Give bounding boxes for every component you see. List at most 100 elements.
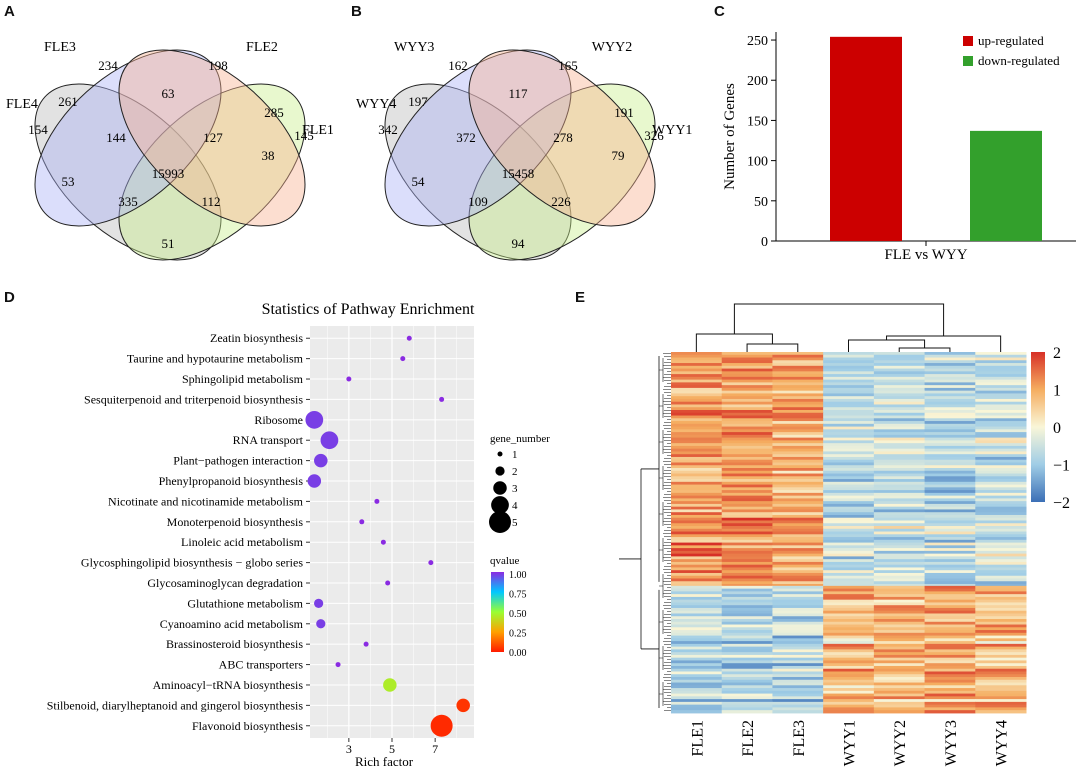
- heatmap-cell: [823, 643, 875, 648]
- venn-set-ellipse: [468, 49, 656, 227]
- venn-region-count: 54: [412, 174, 426, 189]
- heatmap-cell: [721, 641, 773, 645]
- heatmap-cell: [873, 528, 926, 533]
- heatmap-cell: [772, 668, 824, 672]
- heatmap-cell: [721, 479, 773, 483]
- heatmap-cell: [823, 660, 875, 664]
- heatmap-cell: [671, 607, 723, 612]
- bubble-point: [430, 714, 453, 737]
- heatmap-cell: [975, 393, 1027, 397]
- heatmap-cell: [873, 501, 926, 505]
- heatmap-cell: [721, 578, 773, 582]
- heatmap-cell: [772, 440, 824, 444]
- heatmap-cell: [721, 514, 773, 519]
- heatmap-cell: [823, 415, 875, 419]
- heatmap-cell: [671, 374, 723, 378]
- heatmap-cell: [975, 616, 1027, 620]
- heatmap-cell: [975, 602, 1027, 606]
- heatmap-cell: [975, 385, 1027, 389]
- heatmap-cell: [975, 537, 1027, 541]
- heatmap-cell: [873, 421, 926, 425]
- heatmap-cell: [924, 550, 976, 555]
- venn-set-ellipse: [118, 83, 306, 261]
- heatmap-cell: [772, 407, 824, 411]
- heatmap-cell: [671, 635, 723, 639]
- heatmap-cell: [823, 498, 875, 502]
- heatmap-cell: [721, 696, 773, 700]
- heatmap-cell: [721, 616, 773, 620]
- heatmap-cell: [924, 584, 976, 588]
- venn-region-count: 165: [558, 58, 578, 73]
- heatmap-cell: [721, 654, 773, 659]
- legend-swatch: [963, 56, 973, 66]
- heatmap-cell: [772, 588, 824, 592]
- heatmap-cell: [772, 570, 824, 574]
- heatmap-cell: [873, 610, 926, 614]
- heatmap-cell: [721, 690, 773, 695]
- heatmap-cell: [873, 668, 926, 672]
- heatmap-cell: [823, 630, 875, 634]
- heatmap-cell: [671, 559, 723, 563]
- heatmap-cell: [671, 484, 723, 488]
- heatmap-cell: [823, 699, 875, 703]
- bubble-point: [406, 335, 412, 341]
- heatmap-cell: [975, 621, 1027, 626]
- heatmap-cell: [924, 520, 976, 524]
- heatmap-cell: [975, 641, 1027, 645]
- heatmap-cell: [721, 390, 773, 394]
- heatmap-cell: [671, 514, 723, 519]
- heatmap-cell: [924, 578, 976, 582]
- heatmap-cell: [975, 674, 1027, 678]
- heatmap-cell: [671, 385, 723, 389]
- bubble-point: [385, 580, 391, 586]
- heatmap-cell: [772, 454, 824, 458]
- venn-region-count: 342: [378, 122, 398, 137]
- heatmap-cell: [873, 663, 926, 667]
- heatmap-cell: [924, 677, 976, 681]
- heatmap-cell: [924, 352, 976, 356]
- heatmap-cell: [772, 537, 824, 541]
- heatmap-cell: [924, 437, 976, 441]
- heatmap-cell: [873, 677, 926, 681]
- heatmap-cell: [721, 679, 773, 684]
- heatmap-cell: [721, 520, 773, 524]
- bubble-point: [400, 356, 406, 362]
- heatmap-cell: [873, 627, 926, 631]
- heatmap-cell: [924, 596, 976, 601]
- heatmap-cell: [873, 559, 926, 563]
- heatmap-cell: [873, 514, 926, 519]
- venn-set-label: WYY4: [356, 97, 396, 112]
- heatmap-cell: [772, 542, 824, 546]
- heatmap-cell: [823, 559, 875, 563]
- heatmap-cell: [671, 599, 723, 603]
- heatmap-cell: [975, 567, 1027, 571]
- y-tick-label: 200: [747, 74, 768, 89]
- heatmap-cell: [924, 668, 976, 672]
- heatmap-cell: [975, 588, 1027, 592]
- heatmap-cell: [772, 479, 824, 483]
- heatmap-cell: [975, 699, 1027, 703]
- heatmap-cell: [975, 357, 1027, 361]
- heatmap-cell: [823, 479, 875, 483]
- heatmap-cell: [975, 550, 1027, 555]
- heatmap-cell: [772, 526, 824, 530]
- heatmap-cell: [873, 470, 926, 475]
- venn-set-ellipse: [118, 49, 306, 227]
- heatmap-cell: [924, 495, 976, 499]
- heatmap-cell: [823, 468, 875, 472]
- heatmap-cell: [721, 665, 773, 670]
- heatmap-cell: [823, 487, 875, 491]
- venn-set-ellipse: [468, 83, 656, 261]
- heatmap-cell: [823, 451, 875, 455]
- heatmap-cell: [721, 638, 773, 642]
- heatmap-cell: [975, 490, 1027, 494]
- heatmap-cell: [924, 699, 976, 703]
- colorbar-tick-label: −2: [1053, 495, 1070, 512]
- heatmap-cell: [975, 679, 1027, 684]
- heatmap-cell: [772, 701, 824, 706]
- heatmap-cell: [924, 638, 976, 642]
- color-legend-label: 0.75: [509, 590, 527, 601]
- heatmap-cell: [671, 365, 723, 370]
- heatmap-cell: [721, 492, 773, 497]
- heatmap-cell: [924, 575, 976, 579]
